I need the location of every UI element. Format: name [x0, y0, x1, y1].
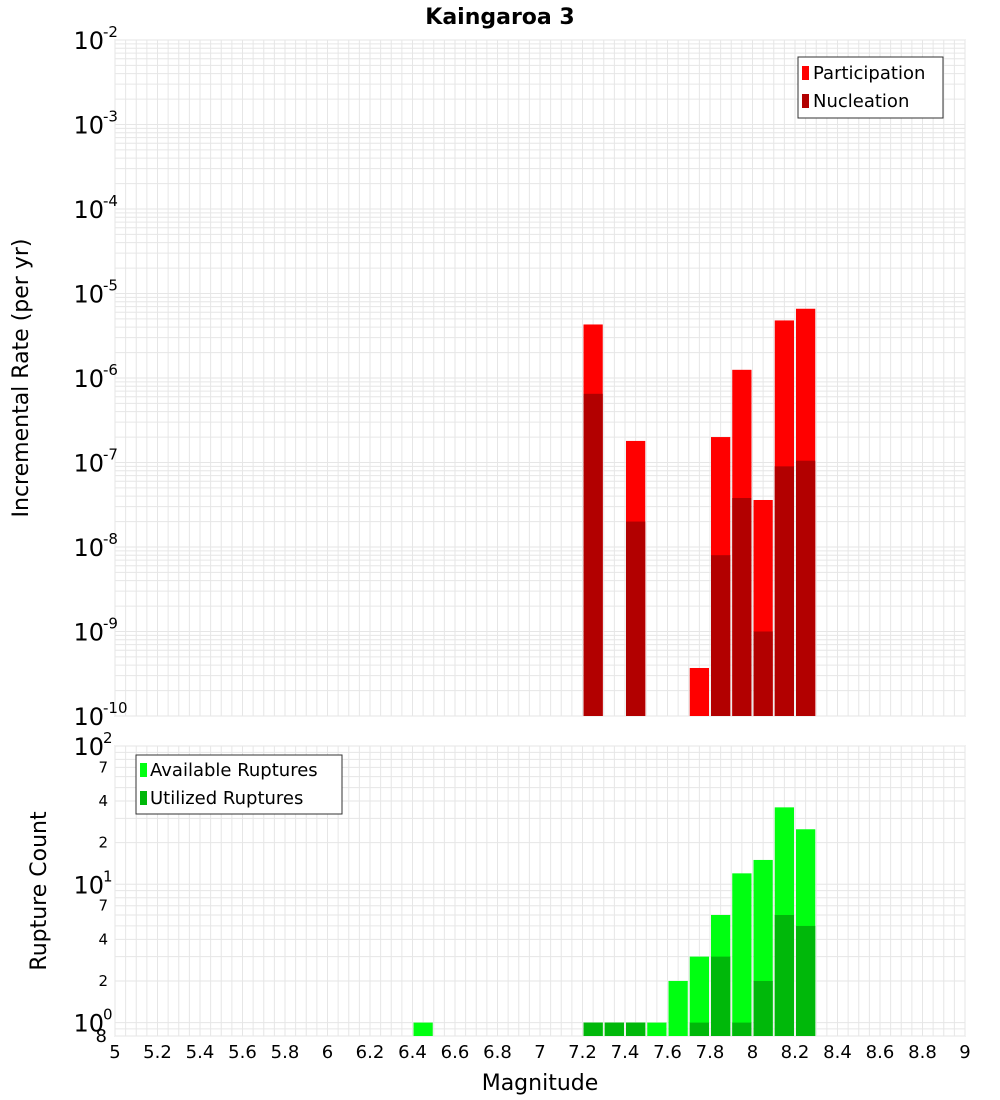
utilized-ruptures-bar: [689, 1022, 709, 1036]
count-y-minor-tick: 4: [98, 792, 108, 810]
rate-y-tick-base: 10: [73, 703, 104, 731]
available-ruptures-bar: [668, 980, 688, 1036]
nucleation-legend-label: Nucleation: [813, 91, 909, 112]
rate-y-tick-base: 10: [73, 281, 104, 309]
x-tick-label: 8: [747, 1042, 758, 1063]
count-y-minor-tick: 2: [98, 834, 108, 852]
count-y-tick-base: 10: [73, 1010, 104, 1038]
utilized-ruptures-bar: [604, 1022, 624, 1036]
x-tick-label: 6.6: [441, 1042, 470, 1063]
nucleation-bar: [753, 631, 773, 716]
x-tick-label: 8.2: [781, 1042, 810, 1063]
count-y-tick-exponent: 1: [103, 867, 113, 885]
count-y-minor-tick: 7: [98, 758, 108, 776]
rate-y-tick-exponent: -7: [103, 446, 118, 464]
count-y-bottom-tick: 8: [96, 1026, 107, 1047]
count-y-minor-tick: 2: [98, 972, 108, 990]
count-legend: Available Ruptures Utilized Ruptures: [135, 754, 343, 815]
participation-legend-label: Participation: [813, 63, 925, 84]
rate-y-tick-base: 10: [73, 534, 104, 562]
rate-bars: [583, 308, 816, 716]
x-tick-label: 8.4: [823, 1042, 852, 1063]
rate-y-tick-base: 10: [73, 27, 104, 55]
rate-y-tick-exponent: -5: [103, 277, 118, 295]
x-tick-label: 9: [959, 1042, 970, 1063]
nucleation-bar: [732, 498, 752, 716]
count-y-tick-base: 10: [73, 733, 104, 761]
rate-y-tick-exponent: -4: [103, 192, 118, 210]
count-y-tick-base: 10: [73, 871, 104, 899]
count-y-minor-tick: 7: [98, 897, 108, 915]
utilized-legend-label: Utilized Ruptures: [150, 788, 303, 809]
rate-legend: Participation Nucleation: [797, 56, 944, 119]
available-legend-label: Available Ruptures: [150, 760, 318, 781]
chart-title: Kaingaroa 3: [425, 5, 574, 30]
nucleation-bar: [796, 460, 816, 716]
rate-y-tick-exponent: -8: [103, 530, 118, 548]
utilized-ruptures-bar: [753, 980, 773, 1036]
rate-y-axis-label: Incremental Rate (per yr): [9, 239, 34, 518]
count-y-minor-tick: 4: [98, 930, 108, 948]
available-ruptures-bar: [732, 873, 752, 1036]
rate-y-tick-base: 10: [73, 196, 104, 224]
x-tick-label: 7.2: [568, 1042, 597, 1063]
utilized-ruptures-bar: [732, 1022, 752, 1036]
available-ruptures-bar: [413, 1022, 433, 1036]
count-bars: [413, 807, 816, 1036]
rate-y-tick-exponent: -10: [103, 699, 128, 717]
x-tick-label: 7.8: [696, 1042, 725, 1063]
x-tick-label: 5.8: [271, 1042, 300, 1063]
x-tick-label: 6: [322, 1042, 333, 1063]
rate-y-tick-exponent: -6: [103, 361, 118, 379]
rate-legend-box: [797, 56, 944, 119]
utilized-ruptures-bar: [583, 1022, 603, 1036]
utilized-ruptures-bar: [774, 914, 794, 1036]
x-tick-label: 7.6: [653, 1042, 682, 1063]
x-tick-label: 5: [109, 1042, 120, 1063]
utilized-legend-swatch: [140, 791, 147, 805]
participation-bar: [689, 667, 709, 716]
utilized-ruptures-bar: [626, 1022, 646, 1036]
x-tick-label: 5.4: [186, 1042, 215, 1063]
rate-y-tick-base: 10: [73, 112, 104, 140]
nucleation-bar: [711, 555, 731, 716]
x-tick-label: 7: [534, 1042, 545, 1063]
count-legend-box: [135, 754, 343, 815]
nucleation-bar: [583, 393, 603, 716]
x-axis-label: Magnitude: [482, 1071, 599, 1096]
rate-y-tick-exponent: -2: [103, 23, 118, 41]
x-tick-label: 5.6: [228, 1042, 257, 1063]
nucleation-bar: [626, 521, 646, 716]
x-axis-ticks: 5 5.2 5.4 5.6 5.8 6 6.2 6.4 6.6 6.8 7 7.2 7.4 7.6 7.8 8…: [109, 1042, 970, 1063]
rate-y-tick-base: 10: [73, 619, 104, 647]
available-ruptures-bar: [647, 1022, 667, 1036]
rate-y-tick-base: 10: [73, 365, 104, 393]
utilized-ruptures-bar: [711, 956, 731, 1036]
utilized-ruptures-bar: [796, 925, 816, 1036]
x-tick-label: 7.4: [611, 1042, 640, 1063]
rate-y-tick-base: 10: [73, 450, 104, 478]
x-tick-label: 8.6: [866, 1042, 895, 1063]
nucleation-legend-swatch: [802, 94, 809, 108]
x-tick-label: 8.8: [908, 1042, 937, 1063]
rate-y-tick-exponent: -3: [103, 108, 118, 126]
count-y-axis-label: Rupture Count: [27, 811, 52, 971]
x-tick-label: 6.4: [398, 1042, 427, 1063]
x-tick-label: 6.8: [483, 1042, 512, 1063]
nucleation-bar: [774, 466, 794, 716]
x-tick-label: 5.2: [143, 1042, 172, 1063]
x-tick-label: 6.2: [356, 1042, 385, 1063]
count-y-tick-exponent: 2: [103, 729, 113, 747]
available-legend-swatch: [140, 763, 147, 777]
rate-y-tick-exponent: -9: [103, 615, 118, 633]
rate-gridlines: [114, 39, 966, 717]
participation-legend-swatch: [802, 66, 809, 80]
count-y-tick-exponent: 0: [103, 1006, 113, 1024]
available-ruptures-bar: [689, 956, 709, 1036]
